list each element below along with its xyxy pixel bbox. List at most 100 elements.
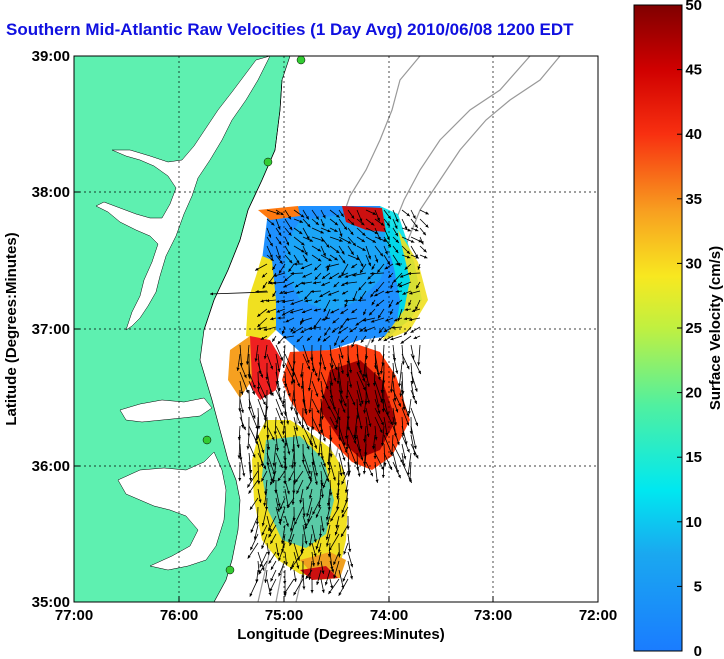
velocity-arrow <box>302 218 311 228</box>
velocity-arrow <box>352 290 358 302</box>
velocity-arrow <box>317 434 322 457</box>
velocity-arrow <box>410 443 419 459</box>
velocity-arrow <box>410 389 418 405</box>
velocity-arrow <box>260 299 268 303</box>
velocity-arrow <box>417 344 421 366</box>
velocity-arrow <box>320 371 329 390</box>
velocity-arrow <box>281 308 295 316</box>
velocity-arrow <box>308 389 313 414</box>
velocity-arrow <box>374 362 381 381</box>
velocity-arrow <box>302 353 311 370</box>
velocity-arrow <box>398 362 403 387</box>
velocity-arrow <box>419 254 428 259</box>
velocity-arrow <box>302 254 308 263</box>
x-axis-label: Longitude (Degrees:Minutes) <box>237 626 445 643</box>
velocity-arrow <box>312 281 322 285</box>
velocity-arrow <box>313 308 322 312</box>
velocity-arrow <box>376 263 385 274</box>
velocity-arrow <box>288 263 295 273</box>
albemarle-sound <box>119 397 213 423</box>
velocity-arrow <box>293 227 303 235</box>
velocity-arrow <box>281 326 286 335</box>
velocity-arrow <box>333 281 340 288</box>
velocity-arrow <box>318 344 322 366</box>
velocity-arrow <box>311 245 322 252</box>
hf-radar-station <box>263 157 273 167</box>
velocity-arrow <box>370 317 385 323</box>
velocity-arrow <box>356 227 366 237</box>
velocity-arrow <box>300 317 313 323</box>
velocity-arrow <box>341 506 349 518</box>
velocity-arrow <box>393 317 403 322</box>
velocity-arrow <box>254 425 259 442</box>
velocity-arrow <box>266 353 274 370</box>
velocity-arrow <box>356 389 362 407</box>
velocity-arrow <box>266 254 274 262</box>
velocity-arrow <box>359 290 367 301</box>
velocity-arrow <box>389 371 394 393</box>
velocity-arrow <box>269 578 277 592</box>
velocity-arrow <box>328 533 340 552</box>
velocity-arrow <box>344 416 349 440</box>
velocity-arrow <box>338 578 349 596</box>
velocity-arrow <box>375 281 385 293</box>
velocity-arrow <box>365 218 375 226</box>
velocity-arrow <box>257 362 264 378</box>
velocity-arrow <box>305 569 313 580</box>
velocity-arrow <box>239 344 244 367</box>
velocity-arrow <box>327 452 331 472</box>
velocity-arrow <box>311 416 321 435</box>
velocity-arrow <box>372 434 376 450</box>
velocity-arrow <box>383 227 390 241</box>
velocity-arrow <box>270 560 277 571</box>
velocity-arrow <box>239 407 245 429</box>
velocity-arrow <box>399 380 403 397</box>
velocity-arrow <box>333 551 340 566</box>
velocity-arrow <box>404 307 412 312</box>
velocity-arrow <box>343 542 349 555</box>
x-tick-label: 72:00 <box>579 607 617 624</box>
velocity-arrow <box>319 290 331 298</box>
velocity-arrow <box>289 533 295 547</box>
velocity-arrow <box>271 263 277 271</box>
velocity-arrow <box>239 416 246 431</box>
velocity-arrow <box>347 353 353 374</box>
velocity-arrow <box>275 407 283 425</box>
velocity-arrow <box>278 263 286 274</box>
velocity-arrow <box>347 461 351 477</box>
y-tick-label: 36:00 <box>32 458 70 475</box>
velocity-arrow <box>329 578 334 589</box>
velocity-arrow <box>329 227 338 233</box>
velocity-arrow <box>338 236 352 244</box>
velocity-arrow <box>237 434 241 459</box>
velocity-arrow <box>385 317 394 322</box>
x-tick-label: 73:00 <box>474 607 512 624</box>
velocity-arrow <box>266 245 273 259</box>
velocity-arrow <box>408 317 421 322</box>
velocity-arrow <box>407 398 412 415</box>
velocity-arrow <box>370 290 376 298</box>
colorbar <box>633 4 683 652</box>
velocity-arrow <box>266 371 273 396</box>
velocity-arrow <box>293 371 300 387</box>
velocity-arrow <box>275 236 282 245</box>
velocity-arrow <box>266 236 274 247</box>
velocity-arrow <box>306 335 313 342</box>
velocity-arrow <box>395 299 403 306</box>
velocity-arrow <box>347 533 352 553</box>
velocity-arrow <box>275 398 283 417</box>
velocity-arrow <box>264 479 268 495</box>
velocity-arrow <box>392 407 397 426</box>
velocity-arrow <box>302 245 308 256</box>
velocity-arrow <box>338 425 346 446</box>
velocity-arrow <box>362 353 367 378</box>
velocity-arrow <box>392 236 400 244</box>
velocity-arrow <box>320 461 330 483</box>
velocity-arrow <box>266 209 281 215</box>
velocity-arrow <box>247 542 259 559</box>
velocity-arrow <box>358 281 367 291</box>
map-title: Southern Mid-Atlantic Raw Velocities (1 … <box>6 20 574 39</box>
velocity-arrow <box>311 254 322 262</box>
velocity-arrow <box>363 425 367 443</box>
